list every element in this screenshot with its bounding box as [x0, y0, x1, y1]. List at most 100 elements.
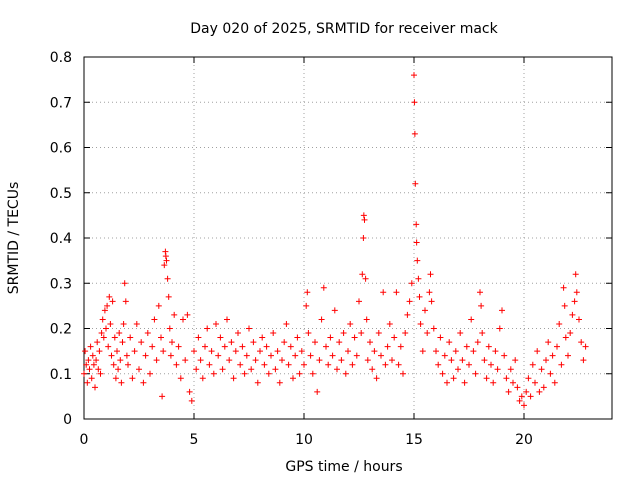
data-point: [191, 348, 197, 355]
data-point: [378, 352, 384, 359]
data-point: [230, 375, 237, 382]
data-point: [95, 366, 102, 373]
data-point: [215, 352, 222, 359]
data-point: [417, 320, 424, 327]
data-point: [397, 343, 404, 350]
data-point: [138, 339, 145, 346]
data-point: [424, 330, 431, 337]
data-point: [580, 357, 587, 364]
data-point: [103, 325, 109, 332]
data-point: [105, 343, 112, 350]
data-point: [155, 302, 162, 309]
data-point: [94, 339, 101, 346]
y-tick-label: 0.5: [50, 186, 72, 202]
data-point: [85, 357, 92, 364]
data-point: [257, 348, 263, 355]
x-tick-label: 0: [80, 432, 89, 448]
data-point: [507, 366, 514, 373]
data-point: [294, 334, 301, 341]
data-point: [488, 361, 494, 368]
data-point: [119, 339, 126, 346]
data-point: [373, 375, 380, 382]
data-point: [414, 257, 421, 264]
y-tick-label: 0.7: [50, 95, 72, 111]
data-point: [527, 393, 534, 400]
data-point: [551, 379, 558, 386]
data-point: [129, 375, 136, 382]
data-point: [532, 379, 538, 386]
data-point: [525, 375, 532, 382]
data-point: [448, 357, 455, 364]
data-point: [514, 384, 521, 391]
data-point: [494, 366, 501, 373]
data-point: [479, 330, 486, 337]
data-point: [571, 298, 578, 305]
data-point: [186, 388, 193, 395]
data-point: [131, 348, 138, 355]
data-point: [98, 330, 105, 337]
data-point: [342, 370, 349, 377]
data-point: [261, 361, 268, 368]
data-point: [237, 361, 244, 368]
data-point: [534, 348, 541, 355]
data-point: [84, 379, 91, 386]
data-point: [545, 339, 552, 346]
data-point: [159, 393, 166, 400]
data-point: [382, 361, 389, 368]
data-point: [375, 330, 382, 337]
data-point: [90, 361, 97, 368]
data-point: [558, 361, 565, 368]
data-point: [411, 72, 417, 79]
data-point: [356, 298, 362, 305]
y-axis-label: SRMTID / TECUs: [6, 182, 22, 295]
data-point: [554, 343, 560, 350]
data-point: [305, 330, 312, 337]
data-point: [239, 343, 246, 350]
data-point: [318, 316, 325, 323]
data-point: [540, 384, 547, 391]
data-point: [301, 361, 307, 368]
data-point: [459, 357, 466, 364]
data-point: [169, 339, 175, 346]
data-point: [142, 352, 149, 359]
data-point: [96, 348, 103, 355]
data-point: [122, 298, 129, 305]
data-point: [389, 357, 395, 364]
data-point: [419, 348, 426, 355]
data-point: [435, 361, 442, 368]
data-point: [415, 275, 422, 282]
data-point: [327, 334, 334, 341]
x-tick-label: 5: [190, 432, 199, 448]
data-point: [250, 339, 257, 346]
data-point: [125, 361, 131, 368]
data-point: [182, 357, 189, 364]
data-point: [272, 366, 279, 373]
data-point: [565, 352, 571, 359]
data-point: [106, 293, 113, 300]
data-point: [111, 334, 118, 341]
data-point: [569, 311, 576, 318]
data-point: [402, 330, 409, 337]
data-point: [101, 307, 108, 314]
data-point: [395, 361, 402, 368]
data-point: [281, 339, 288, 346]
data-point: [503, 375, 510, 382]
data-point: [364, 357, 371, 364]
data-point: [404, 311, 411, 318]
data-point: [268, 352, 274, 359]
data-point: [158, 334, 164, 341]
data-point: [576, 316, 582, 323]
data-point: [133, 320, 140, 327]
data-point: [481, 357, 488, 364]
data-point: [162, 253, 169, 260]
data-point: [384, 343, 391, 350]
data-point: [112, 375, 119, 382]
x-tick-label: 20: [515, 432, 533, 448]
data-point: [199, 375, 206, 382]
y-tick-label: 0: [63, 412, 72, 428]
data-point: [450, 375, 457, 382]
data-point: [287, 343, 294, 350]
data-point: [213, 320, 219, 327]
data-point: [270, 330, 277, 337]
